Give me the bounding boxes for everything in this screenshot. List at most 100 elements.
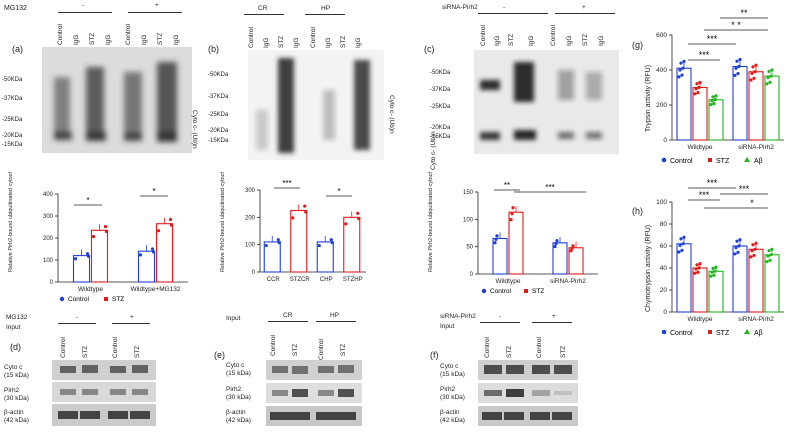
data-point	[264, 243, 268, 248]
y-tick-label: 100	[463, 217, 474, 223]
legend-label: Control	[670, 158, 693, 165]
data-point	[553, 244, 557, 249]
data-point	[733, 73, 737, 77]
row-label-pirh2: Pirh2 (30 kDa)	[226, 386, 251, 401]
data-point	[151, 250, 156, 254]
blot-bands	[256, 58, 370, 153]
category-label: Wildtype	[688, 144, 713, 151]
y-axis-label: Relative Pirh2-bound ubiquitinated cytoc…	[8, 172, 14, 272]
legend-label: Control	[68, 296, 90, 303]
bar	[568, 247, 584, 275]
blot-bands	[54, 62, 177, 142]
lane-label: Control	[550, 25, 557, 46]
row-label-cytoc: Cyto c (15 kDa)	[226, 362, 251, 377]
panel-letter: (e)	[214, 350, 225, 360]
data-point	[752, 253, 756, 257]
bar	[676, 67, 692, 141]
data-point	[712, 273, 716, 277]
lane-label: Control	[270, 335, 277, 356]
chart-panel-g: 0 200 400 600 Wildtype siRNA-Pirh2 (g) Trypsin …	[620, 0, 790, 170]
data-point	[277, 241, 281, 245]
data-point	[695, 263, 699, 267]
bar	[764, 254, 780, 313]
data-point	[769, 253, 773, 257]
group-line	[532, 322, 572, 323]
data-point	[680, 73, 684, 77]
mw-marker: -20KDa	[208, 128, 229, 134]
blot-actin	[52, 404, 156, 426]
category-label: STZHP	[343, 277, 363, 283]
lane-label: IgG	[173, 34, 180, 45]
sig-mark: **	[740, 8, 748, 18]
y-tick-label: 100	[656, 199, 667, 206]
data-point	[317, 243, 321, 248]
bar	[748, 248, 764, 313]
blot-cytoc	[478, 360, 578, 380]
data-point	[737, 244, 741, 248]
data-point	[680, 248, 684, 252]
data-point	[770, 68, 774, 72]
data-point	[697, 85, 701, 90]
y-tick-label: 0	[663, 137, 667, 144]
data-point	[356, 211, 360, 215]
legend-marker-stz	[708, 158, 712, 162]
data-point	[766, 76, 770, 80]
data-point	[678, 243, 682, 248]
data-point	[768, 258, 772, 262]
group-line	[480, 322, 520, 323]
lane-label: Control	[60, 337, 67, 358]
data-point	[681, 242, 685, 246]
data-point	[679, 61, 683, 65]
lane-label: STZ	[134, 345, 141, 358]
data-point	[738, 57, 742, 62]
minus-label: -	[76, 314, 79, 321]
data-point	[571, 244, 575, 248]
data-point	[709, 274, 713, 278]
lane-label: STZ	[506, 345, 513, 358]
row-label-actin: β-actin (42 kDa)	[4, 409, 29, 424]
ubiquitination-blot	[474, 50, 619, 154]
blot-actin	[478, 406, 578, 426]
data-point	[711, 266, 715, 270]
panel-letter: (g)	[632, 40, 643, 50]
data-point	[734, 245, 738, 250]
data-point	[104, 229, 109, 234]
group-label-cr: CR	[283, 312, 293, 319]
data-point	[736, 71, 740, 76]
chart-svg: 0 100 200 300 400 Wildtype Wildtype+MG132 Relat…	[8, 141, 188, 303]
data-point	[698, 80, 702, 85]
panel-letter: (f)	[430, 350, 439, 360]
bar	[732, 65, 748, 141]
sig-mark: ***	[699, 50, 710, 60]
category-label: Wildtype	[78, 286, 103, 293]
legend-marker-control	[661, 157, 667, 163]
lane-label: STZ	[582, 33, 589, 46]
data-point	[494, 237, 498, 241]
sig-mark: *	[86, 196, 89, 205]
data-point	[138, 253, 143, 257]
sig-mark: *	[337, 187, 340, 196]
data-point	[714, 265, 718, 269]
legend-label: STZ	[112, 296, 124, 303]
data-point	[344, 222, 348, 226]
data-point	[168, 217, 173, 222]
mw-marker: -25KDa	[2, 117, 23, 123]
minus-label: -	[503, 4, 506, 11]
row-label-pirh2: Pirh2 (30 kDa)	[4, 387, 29, 402]
legend-label: Control	[490, 288, 512, 295]
data-point	[765, 260, 769, 264]
data-point	[291, 216, 295, 220]
legend-marker-abeta	[744, 329, 750, 334]
legend-label: Aβ	[754, 330, 763, 337]
plus-label: +	[130, 314, 134, 321]
lane-label: IgG	[566, 35, 573, 46]
category-label: siRNA-Pirh2	[738, 316, 774, 323]
chart-bar-a: 0 100 200 300 400 Wildtype Wildtype+MG132 Relat…	[0, 141, 210, 304]
mw-marker: -25KDa	[208, 112, 229, 118]
sig-mark: ***	[707, 178, 718, 188]
data-point	[736, 250, 740, 254]
data-point	[713, 269, 717, 273]
data-point	[770, 247, 774, 251]
data-point	[679, 237, 683, 241]
data-point	[753, 247, 757, 251]
